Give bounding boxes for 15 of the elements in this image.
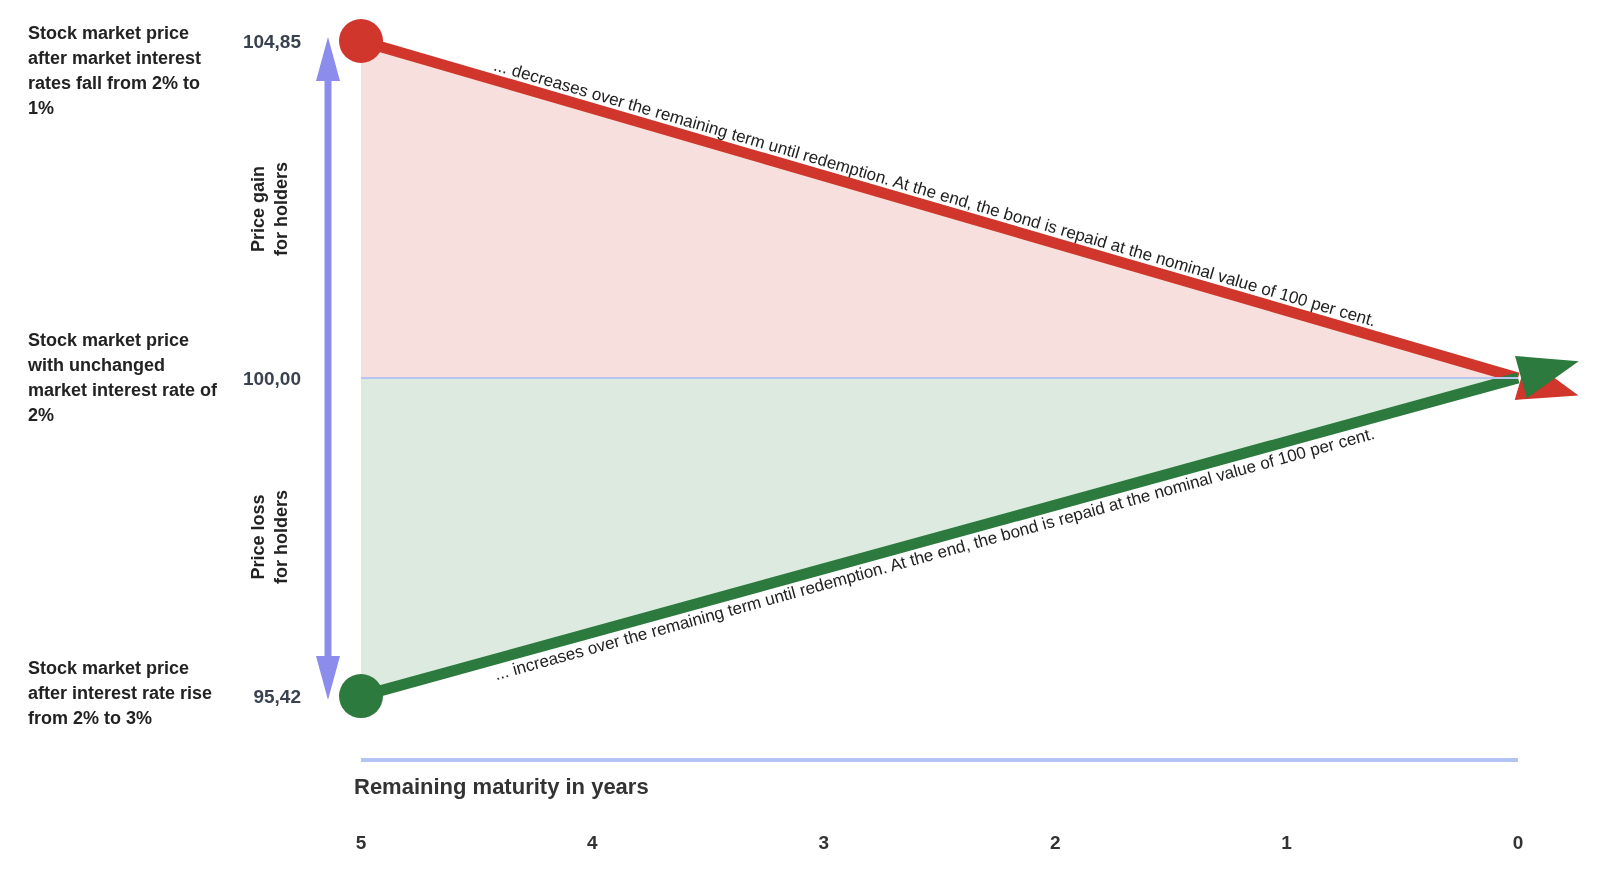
x-tick-label: 3 bbox=[818, 832, 830, 854]
x-tick-label: 0 bbox=[1512, 832, 1524, 854]
text: Stock market price with unchanged market interest rate of 2% bbox=[28, 328, 219, 427]
text: Price loss for holders bbox=[247, 489, 292, 586]
text: Stock market price after interest rate rise from 2% to 3% bbox=[28, 657, 214, 731]
text: Price gain for holders bbox=[247, 161, 292, 259]
x-tick-label: 2 bbox=[1049, 832, 1061, 854]
y-tick-label: 104,85 bbox=[242, 30, 302, 52]
x-tick-label: 1 bbox=[1281, 832, 1293, 854]
x-tick-label: 4 bbox=[587, 832, 599, 854]
x-axis-title: Remaining maturity in years bbox=[354, 774, 649, 800]
text: Stock market price after market interest rates fall from 2% to 1% bbox=[28, 22, 203, 120]
y-tick-label: 95,42 bbox=[253, 685, 301, 707]
x-tick-label: 5 bbox=[355, 832, 367, 854]
y-tick-label: 100,00 bbox=[242, 367, 301, 389]
